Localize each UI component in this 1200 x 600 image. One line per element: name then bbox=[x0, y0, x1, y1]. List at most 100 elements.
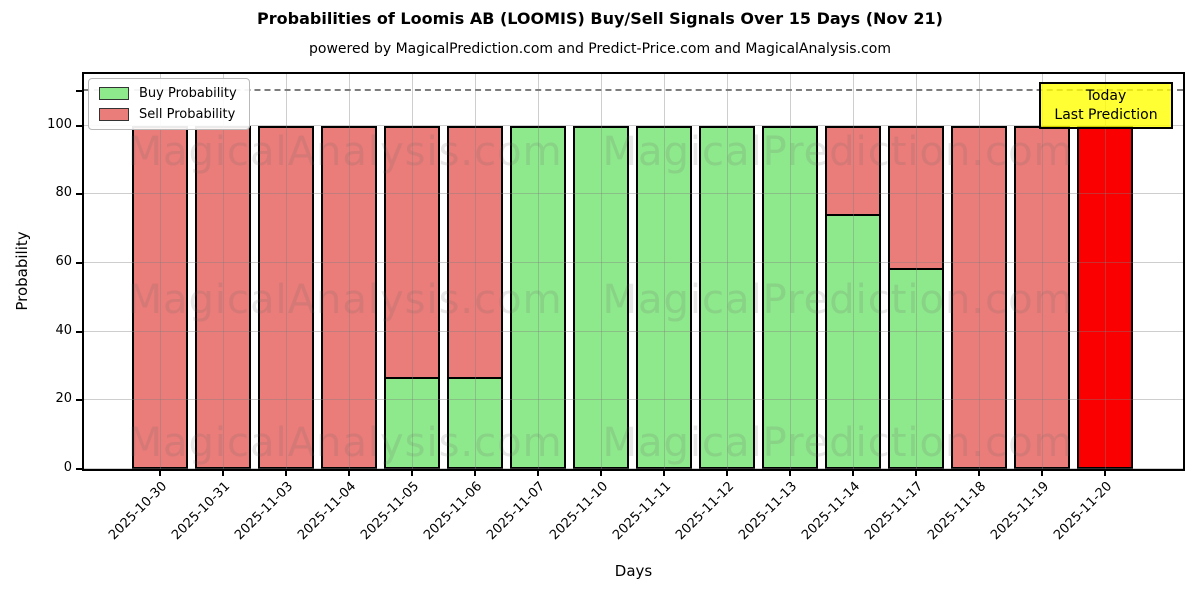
sell-segment bbox=[952, 127, 1005, 467]
y-tick bbox=[76, 468, 82, 470]
x-tick-label: 2025-11-05 bbox=[358, 479, 423, 544]
x-tick-label: 2025-11-03 bbox=[232, 479, 297, 544]
x-tick-label: 2025-11-04 bbox=[295, 479, 360, 544]
x-tick bbox=[725, 471, 728, 476]
y-tick-label: 60 bbox=[55, 253, 72, 269]
bar-2025-11-12 bbox=[698, 125, 755, 469]
x-tick-label: 2025-11-07 bbox=[484, 479, 549, 544]
vertical-gridline bbox=[663, 74, 665, 469]
buy-segment bbox=[763, 127, 816, 467]
vertical-gridline bbox=[600, 74, 602, 469]
y-tick bbox=[76, 124, 82, 127]
x-tick bbox=[473, 471, 476, 476]
watermark-text: MagicalAnalysis.com bbox=[127, 129, 563, 175]
legend-sell-label: Sell Probability bbox=[139, 107, 236, 122]
x-tick bbox=[1103, 471, 1106, 476]
x-tick bbox=[158, 471, 161, 476]
x-tick-label: 2025-10-30 bbox=[106, 479, 171, 544]
watermark-text: MagicalPrediction.com bbox=[602, 420, 1074, 466]
bar-2025-10-30 bbox=[131, 125, 188, 469]
sell-segment bbox=[826, 127, 879, 216]
buy-segment bbox=[889, 270, 942, 467]
buy-segment bbox=[385, 378, 438, 467]
buy-color-swatch bbox=[99, 87, 129, 100]
y-tick bbox=[76, 399, 82, 402]
bar-2025-11-18 bbox=[950, 125, 1007, 469]
x-axis-label: Days bbox=[614, 562, 653, 580]
y-tick bbox=[76, 193, 82, 196]
x-tick bbox=[788, 471, 791, 476]
y-axis-label: Probability bbox=[13, 231, 31, 311]
y-gridline bbox=[84, 399, 1183, 401]
vertical-gridline bbox=[1041, 74, 1043, 469]
sell-segment bbox=[889, 127, 942, 271]
buy-segment bbox=[826, 215, 879, 467]
vertical-gridline bbox=[1104, 74, 1106, 469]
vertical-gridline bbox=[285, 74, 287, 469]
y-gridline bbox=[84, 124, 1183, 126]
chart-subtitle: powered by MagicalPrediction.com and Pre… bbox=[309, 41, 891, 57]
y-gridline bbox=[84, 261, 1183, 263]
y-tick-label: 20 bbox=[55, 391, 72, 407]
vertical-gridline bbox=[474, 74, 476, 469]
chart-title: Probabilities of Loomis AB (LOOMIS) Buy/… bbox=[257, 9, 943, 28]
x-tick bbox=[851, 471, 854, 476]
x-tick-label: 2025-11-13 bbox=[736, 479, 801, 544]
bar-2025-11-05 bbox=[383, 125, 440, 469]
sell-segment bbox=[1078, 127, 1131, 467]
chart-legend: Buy Probability Sell Probability bbox=[88, 78, 250, 130]
bar-2025-10-31 bbox=[194, 125, 251, 469]
x-tick-label: 2025-11-11 bbox=[610, 479, 675, 544]
x-tick-label: 2025-11-20 bbox=[1051, 479, 1116, 544]
y-minor-tick bbox=[76, 90, 82, 93]
annotation-line-1: Today bbox=[1085, 87, 1127, 104]
bar-2025-11-03 bbox=[257, 125, 314, 469]
buy-segment bbox=[700, 127, 753, 467]
legend-item-sell: Sell Probability bbox=[99, 107, 237, 122]
plot-area bbox=[82, 72, 1185, 471]
bar-2025-11-04 bbox=[320, 125, 377, 469]
bar-2025-11-14 bbox=[824, 125, 881, 469]
vertical-gridline bbox=[915, 74, 917, 469]
x-tick bbox=[914, 471, 917, 476]
sell-segment bbox=[196, 127, 249, 467]
bar-2025-11-06 bbox=[446, 125, 503, 469]
y-tick-label: 80 bbox=[55, 185, 72, 201]
today-annotation-box: Today Last Prediction bbox=[1039, 82, 1173, 129]
dashed-threshold-line bbox=[84, 89, 1183, 92]
sell-color-swatch bbox=[99, 108, 129, 121]
x-tick-label: 2025-11-19 bbox=[988, 479, 1053, 544]
sell-segment bbox=[322, 127, 375, 467]
x-tick bbox=[284, 471, 287, 476]
vertical-gridline bbox=[726, 74, 728, 469]
x-tick bbox=[1040, 471, 1043, 476]
x-tick bbox=[221, 471, 224, 476]
x-tick-label: 2025-11-17 bbox=[862, 479, 927, 544]
bar-2025-11-19 bbox=[1013, 125, 1070, 469]
y-tick-label: 40 bbox=[55, 322, 72, 338]
sell-segment bbox=[448, 127, 501, 379]
sell-segment bbox=[133, 127, 186, 467]
legend-item-buy: Buy Probability bbox=[99, 86, 237, 101]
bar-2025-11-11 bbox=[635, 125, 692, 469]
bar-2025-11-17 bbox=[887, 125, 944, 469]
annotation-line-2: Last Prediction bbox=[1054, 106, 1158, 123]
y-tick-label: 100 bbox=[47, 116, 72, 132]
x-tick bbox=[599, 471, 602, 476]
y-gridline bbox=[84, 193, 1183, 195]
watermark-text: MagicalAnalysis.com bbox=[127, 420, 563, 466]
x-tick bbox=[410, 471, 413, 476]
bar-2025-11-07 bbox=[509, 125, 566, 469]
bar-2025-11-10 bbox=[572, 125, 629, 469]
x-tick-label: 2025-11-18 bbox=[925, 479, 990, 544]
vertical-gridline bbox=[537, 74, 539, 469]
x-tick-label: 2025-11-06 bbox=[421, 479, 486, 544]
x-tick-label: 2025-11-12 bbox=[673, 479, 738, 544]
y-gridline bbox=[84, 330, 1183, 332]
vertical-gridline bbox=[411, 74, 413, 469]
sell-segment bbox=[259, 127, 312, 467]
y-tick-label: 0 bbox=[63, 460, 72, 475]
buy-segment bbox=[511, 127, 564, 467]
y-tick bbox=[76, 261, 82, 264]
